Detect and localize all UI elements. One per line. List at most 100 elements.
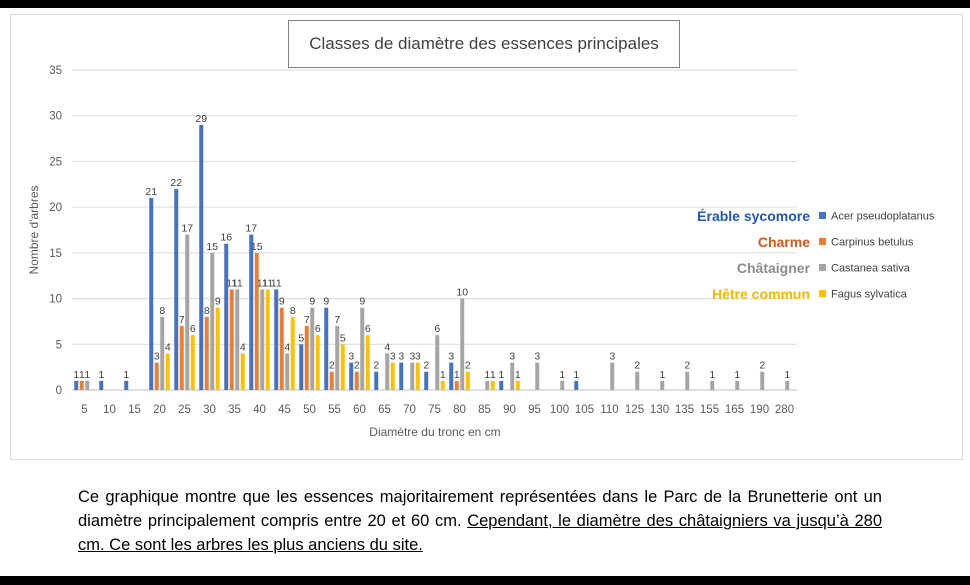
x-tick-label: 55 bbox=[328, 404, 341, 416]
y-tick-label: 30 bbox=[49, 111, 62, 123]
bar-acer-pseudoplatanus bbox=[299, 344, 304, 390]
caption-underlined-text: Cependant, le diamètre des châtaigniers … bbox=[78, 512, 882, 554]
x-tick-label: 70 bbox=[403, 404, 416, 416]
data-label: 1 bbox=[84, 369, 90, 381]
bar-fagus-sylvatica bbox=[415, 362, 420, 390]
data-label: 17 bbox=[245, 223, 257, 235]
x-tick-label: 60 bbox=[353, 404, 366, 416]
bar-acer-pseudoplatanus bbox=[224, 243, 229, 390]
data-label: 9 bbox=[309, 296, 315, 308]
x-tick-label: 90 bbox=[503, 404, 516, 416]
bar-castanea-sativa bbox=[160, 316, 165, 390]
x-tick-label: 45 bbox=[278, 404, 291, 416]
x-tick-label: 20 bbox=[153, 404, 166, 416]
data-label: 11 bbox=[226, 277, 237, 289]
bar-fagus-sylvatica bbox=[340, 344, 345, 390]
bar-carpinus-betulus bbox=[304, 326, 309, 390]
data-label: 6 bbox=[190, 323, 196, 335]
bottom-border bbox=[0, 576, 970, 585]
data-label: 9 bbox=[323, 296, 329, 308]
data-label: 3 bbox=[348, 351, 354, 363]
x-tick-label: 155 bbox=[700, 404, 719, 416]
bar-carpinus-betulus bbox=[79, 380, 84, 390]
legend-swatch bbox=[819, 212, 826, 219]
x-tick-label: 10 bbox=[103, 404, 116, 416]
bar-castanea-sativa bbox=[535, 362, 540, 390]
data-label: 3 bbox=[409, 351, 415, 363]
data-label: 1 bbox=[79, 369, 85, 381]
legend-swatch bbox=[819, 238, 826, 245]
data-label: 1 bbox=[515, 369, 521, 381]
bar-fagus-sylvatica bbox=[515, 380, 520, 390]
bar-castanea-sativa bbox=[385, 353, 390, 390]
bar-acer-pseudoplatanus bbox=[99, 380, 104, 390]
bar-castanea-sativa bbox=[735, 380, 740, 390]
x-tick-label: 280 bbox=[775, 404, 794, 416]
data-label: 1 bbox=[73, 369, 79, 381]
data-label: 2 bbox=[423, 360, 429, 372]
legend-label: Acer pseudoplatanus bbox=[831, 211, 935, 223]
legend-common-name: Châtaigner bbox=[737, 260, 811, 276]
bar-castanea-sativa bbox=[710, 380, 715, 390]
data-label: 5 bbox=[340, 332, 346, 344]
caption-paragraph: Ce graphique montre que les essences maj… bbox=[78, 485, 882, 557]
bar-castanea-sativa bbox=[285, 353, 290, 390]
bar-castanea-sativa bbox=[510, 362, 515, 390]
legend-label: Carpinus betulus bbox=[831, 237, 914, 249]
x-tick-label: 100 bbox=[550, 404, 569, 416]
bar-acer-pseudoplatanus bbox=[349, 362, 354, 390]
y-tick-label: 10 bbox=[49, 294, 62, 306]
y-tick-label: 15 bbox=[49, 248, 62, 260]
y-axis-title: Nombre d'arbres bbox=[27, 186, 41, 275]
data-label: 8 bbox=[159, 305, 165, 317]
bar-castanea-sativa bbox=[435, 335, 440, 390]
bar-acer-pseudoplatanus bbox=[149, 198, 154, 390]
data-label: 5 bbox=[298, 332, 304, 344]
data-label: 1 bbox=[784, 369, 790, 381]
y-tick-label: 20 bbox=[49, 202, 62, 214]
x-tick-label: 125 bbox=[625, 404, 644, 416]
data-label: 3 bbox=[448, 351, 454, 363]
bar-carpinus-betulus bbox=[329, 371, 334, 390]
data-label: 9 bbox=[279, 296, 285, 308]
data-label: 2 bbox=[465, 360, 471, 372]
x-tick-label: 15 bbox=[128, 404, 141, 416]
top-border bbox=[0, 0, 970, 8]
bar-castanea-sativa bbox=[460, 298, 465, 390]
data-label: 1 bbox=[490, 369, 496, 381]
bar-castanea-sativa bbox=[260, 289, 265, 390]
data-label: 3 bbox=[415, 351, 421, 363]
data-label: 8 bbox=[290, 305, 296, 317]
data-label: 3 bbox=[509, 351, 515, 363]
bar-carpinus-betulus bbox=[204, 316, 209, 390]
bar-fagus-sylvatica bbox=[165, 353, 170, 390]
data-label: 22 bbox=[170, 177, 182, 189]
bar-castanea-sativa bbox=[360, 307, 365, 390]
bar-acer-pseudoplatanus bbox=[174, 188, 179, 390]
bar-carpinus-betulus bbox=[229, 289, 234, 390]
data-label: 15 bbox=[251, 241, 263, 253]
data-label: 1 bbox=[573, 369, 579, 381]
bar-acer-pseudoplatanus bbox=[199, 124, 204, 390]
bar-acer-pseudoplatanus bbox=[424, 371, 429, 390]
bar-carpinus-betulus bbox=[154, 362, 159, 390]
data-label: 9 bbox=[359, 296, 365, 308]
bar-acer-pseudoplatanus bbox=[124, 380, 129, 390]
data-label: 1 bbox=[440, 369, 446, 381]
data-label: 1 bbox=[498, 369, 504, 381]
bar-castanea-sativa bbox=[635, 371, 640, 390]
x-axis-title: Diamètre du tronc en cm bbox=[369, 425, 500, 439]
data-label: 4 bbox=[165, 341, 171, 353]
bar-castanea-sativa bbox=[685, 371, 690, 390]
bar-castanea-sativa bbox=[335, 326, 340, 390]
bar-castanea-sativa bbox=[310, 307, 315, 390]
bar-castanea-sativa bbox=[85, 380, 90, 390]
data-label: 3 bbox=[154, 351, 160, 363]
y-tick-label: 25 bbox=[49, 156, 62, 168]
bar-fagus-sylvatica bbox=[215, 307, 220, 390]
data-label: 11 bbox=[257, 277, 268, 289]
data-label: 6 bbox=[315, 323, 321, 335]
data-label: 21 bbox=[145, 186, 157, 198]
bar-castanea-sativa bbox=[760, 371, 765, 390]
bar-fagus-sylvatica bbox=[290, 316, 295, 390]
